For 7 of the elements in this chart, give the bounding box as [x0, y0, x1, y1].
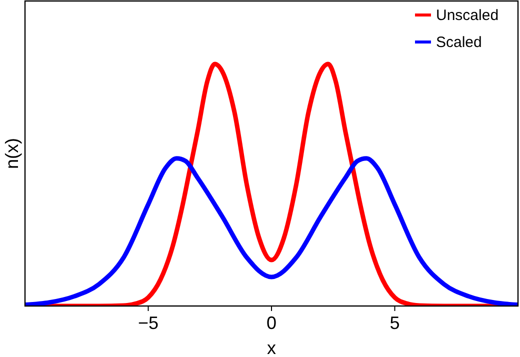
legend-label: Unscaled [436, 7, 499, 24]
legend-label: Scaled [436, 34, 482, 51]
x-tick-label: −5 [138, 313, 159, 333]
x-axis-title: x [267, 338, 276, 357]
x-tick-label: 5 [390, 313, 400, 333]
x-tick-label: 0 [266, 313, 277, 333]
y-axis-title: n(x) [2, 138, 22, 169]
